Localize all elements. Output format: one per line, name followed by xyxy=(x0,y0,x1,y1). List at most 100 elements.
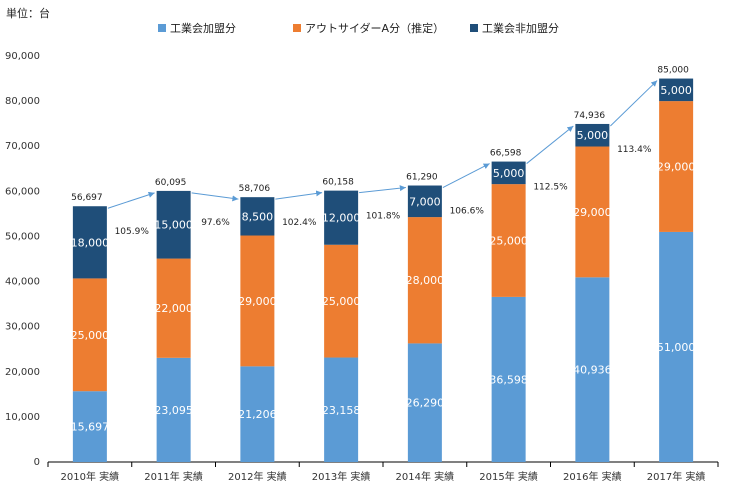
x-tick-label: 2015年 実績 xyxy=(479,470,538,483)
growth-arrow xyxy=(275,190,323,200)
growth-arrow xyxy=(107,191,155,209)
x-axis: 2010年 実績 2011年 実績 2012年 実績 2013年 実績 2014年 実績… xyxy=(47,461,719,483)
growth-arrows: 105.9% 97.6% 102.4% 101.8% 106.6% 112.5% 113.4… xyxy=(107,80,658,237)
segment-label: 25,000 xyxy=(489,235,528,248)
legend-swatch xyxy=(293,24,301,32)
segment-label: 29,000 xyxy=(238,295,277,308)
y-tick-label: 50,000 xyxy=(5,231,40,242)
y-tick-label: 70,000 xyxy=(5,141,40,152)
bar-segment xyxy=(407,185,442,218)
bar-segment xyxy=(575,123,610,147)
x-tick-label: 2010年 実績 xyxy=(61,470,120,483)
total-label: 60,158 xyxy=(322,178,354,188)
total-label: 74,936 xyxy=(574,111,606,121)
y-tick-label: 10,000 xyxy=(5,412,40,423)
legend-label: 工業会非加盟分 xyxy=(482,22,559,35)
legend-label: 工業会加盟分 xyxy=(170,22,236,35)
segment-label: 40,936 xyxy=(573,364,612,377)
unit-label: 単位：台 xyxy=(6,6,50,20)
segment-label: 21,206 xyxy=(238,408,277,421)
legend-swatch xyxy=(470,24,478,32)
segment-label: 25,000 xyxy=(71,329,110,342)
growth-arrow xyxy=(359,185,406,194)
y-tick-label: 0 xyxy=(34,457,40,468)
segment-label: 29,000 xyxy=(573,206,612,219)
bar-segment xyxy=(659,231,694,462)
bar-segment xyxy=(156,190,191,259)
segment-label: 8,500 xyxy=(242,210,274,223)
bars: 15,697 25,000 18,000 56,697 23,095 22,000 15,0… xyxy=(71,66,696,462)
total-label: 85,000 xyxy=(657,66,689,76)
bar-segment xyxy=(491,184,526,297)
y-axis: 0 10,000 20,000 30,000 40,000 50,000 60,000 70,… xyxy=(5,51,40,468)
segment-label: 5,000 xyxy=(660,84,692,97)
growth-label: 97.6% xyxy=(201,218,230,228)
bar-segment xyxy=(240,197,275,236)
segment-label: 29,000 xyxy=(657,161,696,174)
growth-label: 113.4% xyxy=(617,145,652,155)
total-label: 56,697 xyxy=(71,193,103,203)
bar-segment xyxy=(659,101,694,232)
bar-segment xyxy=(407,343,442,462)
segment-label: 36,598 xyxy=(489,373,528,386)
segment-label: 15,697 xyxy=(71,421,110,434)
x-tick-label: 2011年 実績 xyxy=(144,470,203,483)
segment-label: 22,000 xyxy=(154,302,193,315)
growth-arrow xyxy=(191,192,239,202)
x-tick-label: 2014年 実績 xyxy=(396,470,455,483)
y-tick-label: 40,000 xyxy=(5,277,40,288)
segment-label: 51,000 xyxy=(657,341,696,354)
total-label: 58,706 xyxy=(239,184,271,194)
y-tick-label: 30,000 xyxy=(5,322,40,333)
y-tick-label: 80,000 xyxy=(5,96,40,107)
growth-label: 112.5% xyxy=(533,183,568,193)
bar-segment xyxy=(72,206,107,279)
segment-label: 5,000 xyxy=(493,167,525,180)
legend: 工業会加盟分 アウトサイダーA分（推定） 工業会非加盟分 xyxy=(158,21,559,35)
bar-segment xyxy=(575,277,610,462)
bar-segment xyxy=(324,244,359,358)
x-tick-label: 2013年 実績 xyxy=(312,470,371,483)
bar-segment xyxy=(72,391,107,462)
legend-label: アウトサイダーA分（推定） xyxy=(305,21,444,35)
total-label: 66,598 xyxy=(490,149,522,159)
bar-segment xyxy=(407,217,442,344)
growth-label: 105.9% xyxy=(115,227,150,237)
bar-segment xyxy=(575,146,610,278)
segment-label: 15,000 xyxy=(154,219,193,232)
segment-label: 12,000 xyxy=(322,212,361,225)
bar-segment xyxy=(491,161,526,185)
segment-label: 26,290 xyxy=(406,397,445,410)
y-tick-label: 90,000 xyxy=(5,51,40,62)
segment-label: 7,000 xyxy=(409,195,441,208)
growth-label: 106.6% xyxy=(450,207,485,217)
y-tick-label: 60,000 xyxy=(5,186,40,197)
growth-label: 101.8% xyxy=(366,212,401,222)
segment-label: 23,095 xyxy=(154,404,193,417)
segment-label: 18,000 xyxy=(71,236,110,249)
segment-label: 23,158 xyxy=(322,404,361,417)
bar-segment xyxy=(659,78,694,102)
segment-label: 28,000 xyxy=(406,274,445,287)
y-tick-label: 20,000 xyxy=(5,367,40,378)
growth-arrow xyxy=(610,80,658,127)
total-label: 60,095 xyxy=(155,178,187,188)
growth-arrow xyxy=(526,125,574,164)
segment-label: 5,000 xyxy=(577,129,609,142)
bar-segment xyxy=(156,357,191,462)
bar-segment xyxy=(72,278,107,392)
bar-segment xyxy=(491,296,526,462)
x-tick-label: 2017年 実績 xyxy=(647,470,706,483)
growth-arrow xyxy=(442,163,490,188)
legend-swatch xyxy=(158,24,166,32)
x-tick-label: 2012年 実績 xyxy=(228,470,287,483)
total-label: 61,290 xyxy=(406,173,438,183)
bar-segment xyxy=(156,258,191,358)
bar-segment xyxy=(240,366,275,462)
x-tick-label: 2016年 実績 xyxy=(563,470,622,483)
growth-label: 102.4% xyxy=(282,218,317,228)
bar-segment xyxy=(324,357,359,462)
bar-segment xyxy=(240,235,275,367)
